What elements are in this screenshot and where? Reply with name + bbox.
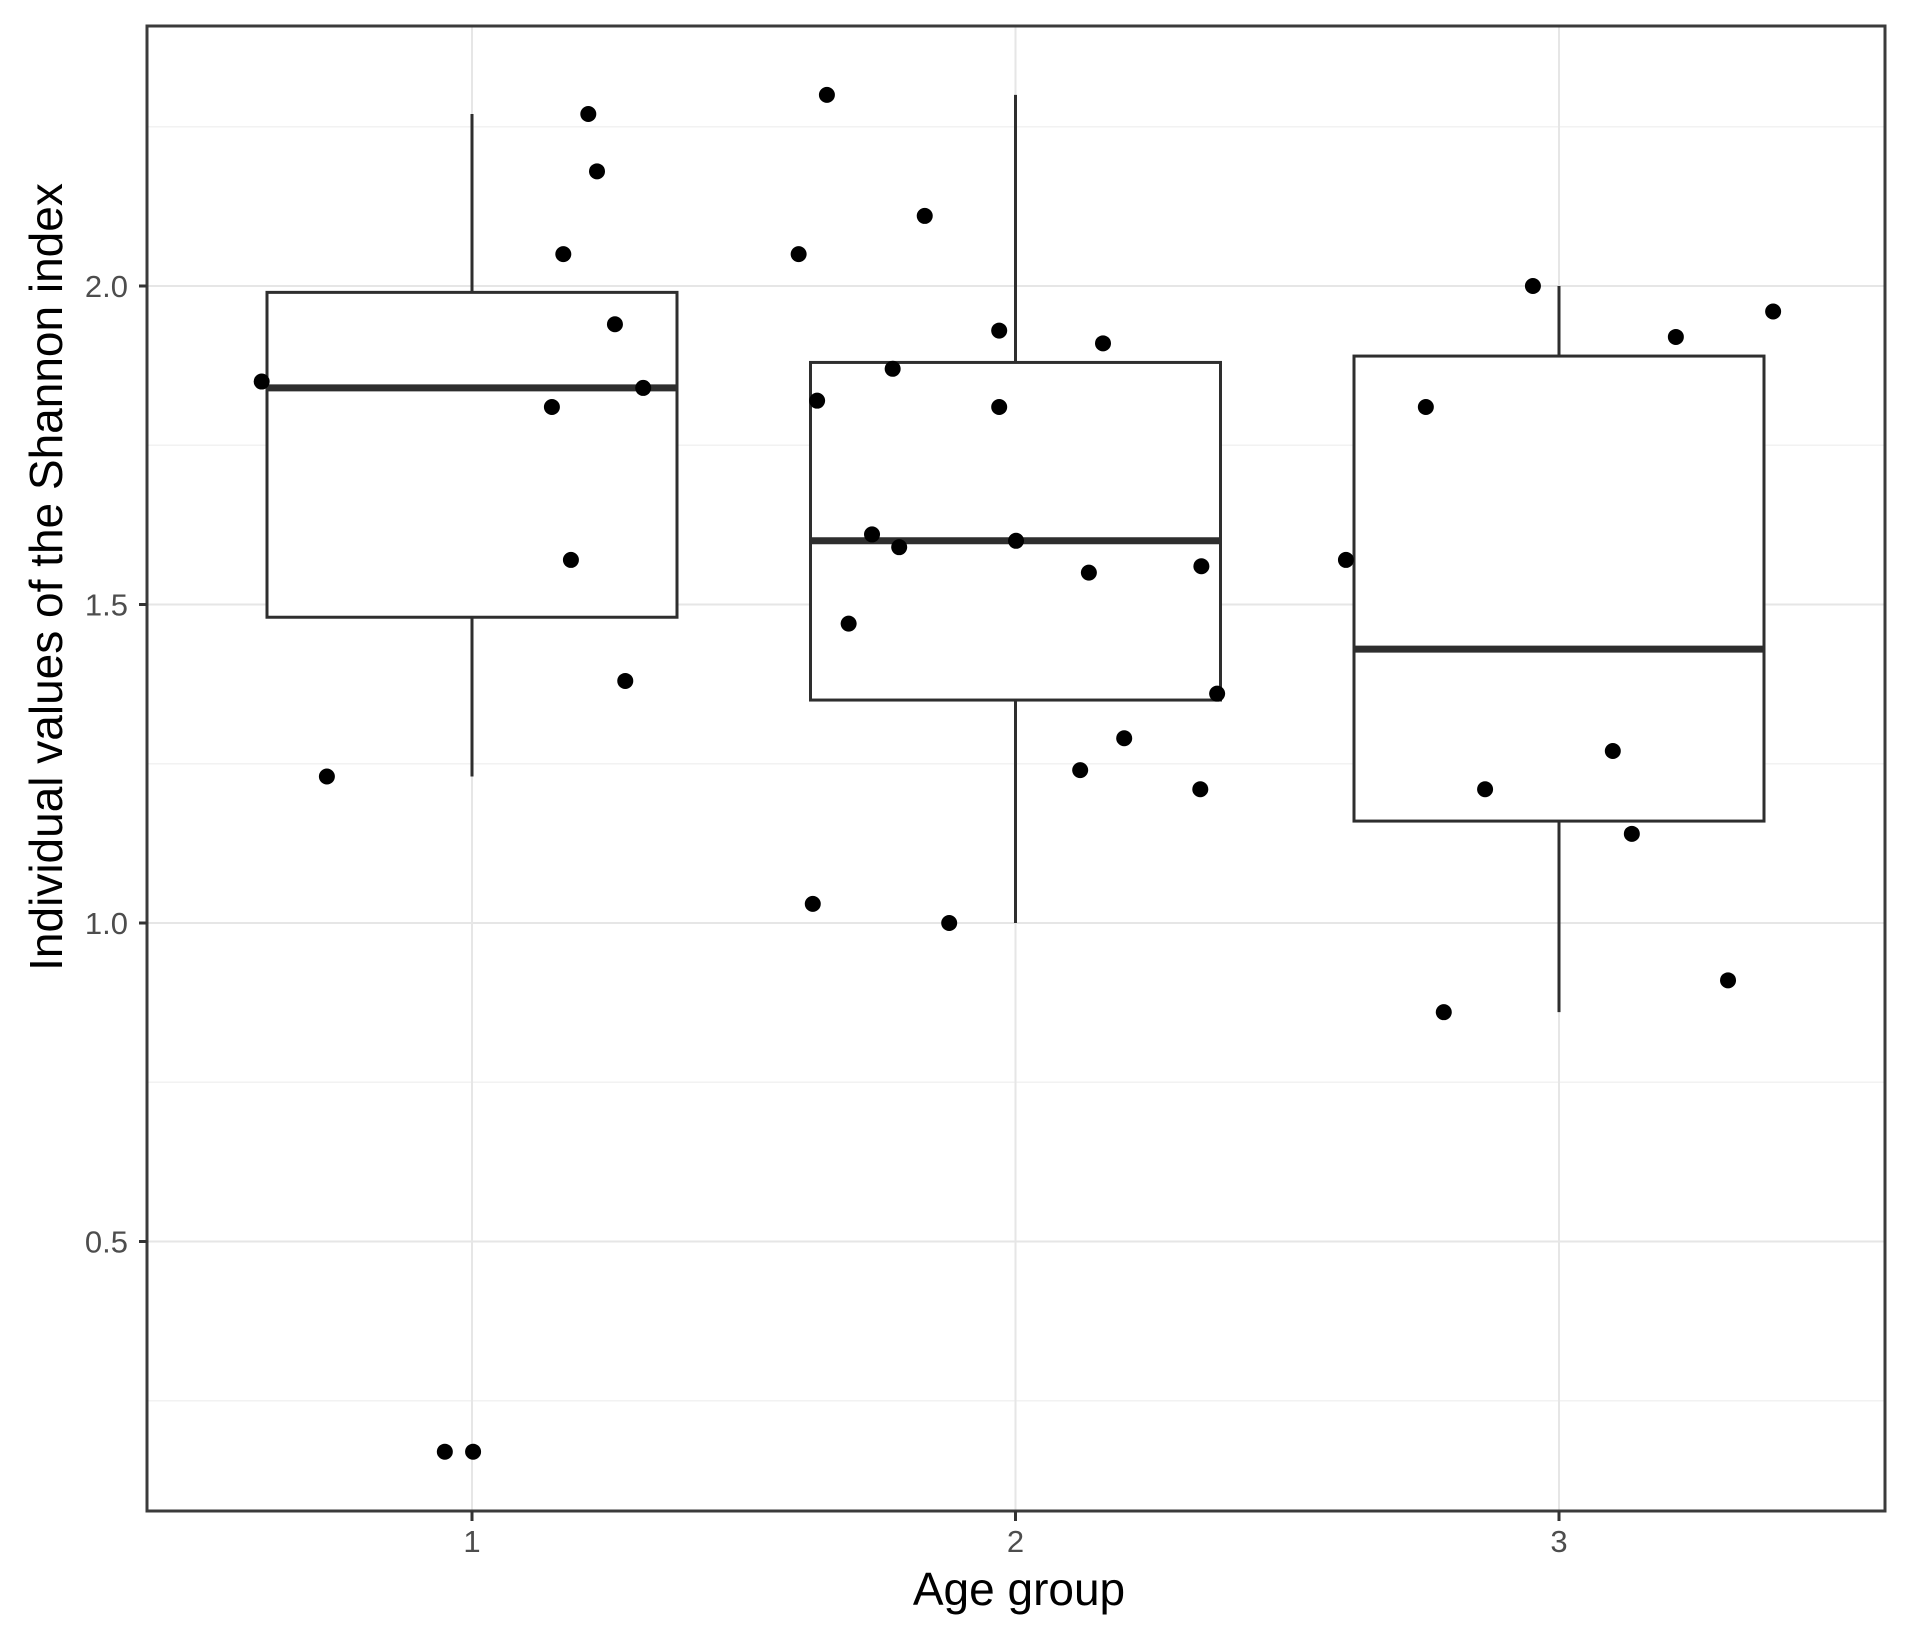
jitter-point	[1072, 762, 1089, 779]
jitter-point	[1080, 564, 1097, 581]
jitter-point	[1209, 685, 1226, 702]
box-group-3	[1352, 354, 1766, 823]
jitter-point	[840, 615, 857, 632]
jitter-point	[1667, 328, 1684, 345]
jitter-point	[809, 392, 826, 409]
jitter-point	[589, 163, 606, 180]
jitter-point	[1524, 278, 1541, 294]
jitter-point	[916, 207, 933, 224]
y-tick-label: 1.0	[85, 906, 128, 941]
jitter-point	[635, 379, 652, 396]
jitter-point	[562, 551, 579, 568]
x-axis-title: Age group	[912, 1563, 1126, 1615]
jitter-point	[465, 1443, 482, 1460]
y-tick-label: 0.5	[85, 1225, 128, 1260]
y-axis-title: Individual values of the Shannon index	[20, 183, 72, 971]
jitter-point	[790, 246, 807, 263]
jitter-point	[253, 373, 270, 390]
y-tick-label: 1.5	[85, 588, 128, 623]
jitter-point	[884, 360, 901, 377]
x-tick-label: 1	[463, 1524, 480, 1559]
jitter-point	[1477, 781, 1494, 798]
x-tick-label: 3	[1550, 1524, 1567, 1559]
jitter-point	[580, 106, 597, 123]
jitter-point	[991, 399, 1008, 416]
jitter-point	[1008, 532, 1025, 549]
jitter-point	[543, 399, 560, 416]
jitter-point	[318, 768, 335, 785]
jitter-point	[1720, 972, 1737, 989]
jitter-point	[1417, 399, 1434, 416]
jitter-point	[818, 86, 835, 103]
jitter-point	[1604, 743, 1621, 760]
jitter-point	[436, 1443, 453, 1460]
jitter-point	[1337, 551, 1354, 568]
jitter-point	[1193, 558, 1210, 575]
jitter-point	[1435, 1004, 1452, 1021]
jitter-point	[991, 322, 1008, 339]
jitter-point	[1623, 825, 1640, 842]
jitter-point	[1116, 730, 1133, 747]
box-group-1	[265, 290, 679, 619]
jitter-point	[941, 915, 958, 931]
jitter-point	[617, 672, 634, 689]
jitter-point	[864, 526, 881, 543]
jitter-point	[606, 316, 623, 333]
jitter-point	[891, 539, 908, 556]
x-tick-label: 2	[1007, 1524, 1024, 1559]
jitter-point	[555, 246, 572, 263]
y-tick-label: 2.0	[85, 269, 128, 304]
jitter-point	[804, 895, 821, 912]
jitter-point	[1765, 303, 1782, 320]
jitter-point	[1192, 781, 1209, 798]
jitter-point	[1095, 335, 1112, 352]
